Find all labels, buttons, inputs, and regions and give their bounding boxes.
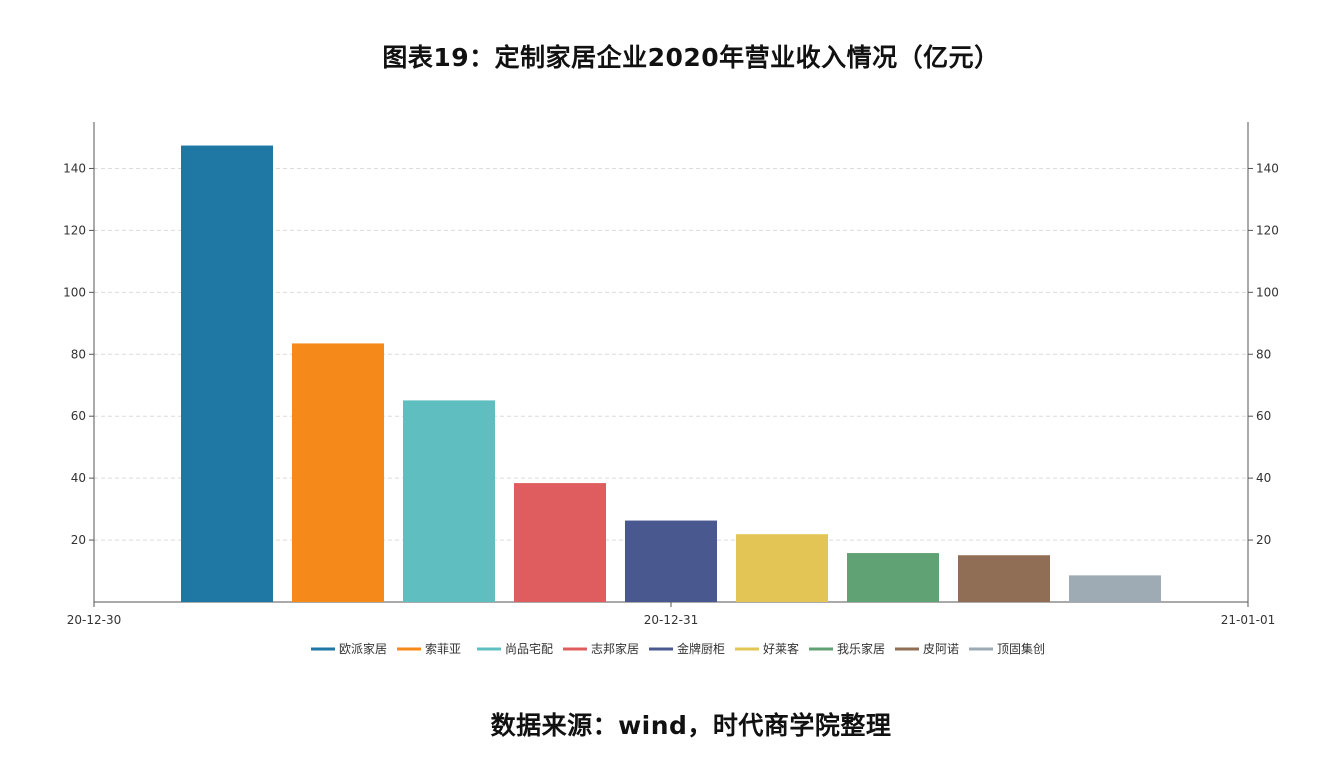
legend-label: 尚品宅配 [505, 641, 553, 656]
x-tick-label: 20-12-31 [644, 613, 698, 627]
y-tick-label-left: 100 [63, 285, 86, 299]
legend-label: 欧派家居 [339, 641, 387, 656]
bar-9 [1069, 575, 1161, 602]
bar-4 [514, 483, 606, 602]
y-tick-label-left: 120 [63, 223, 86, 237]
legend-label: 索菲亚 [425, 642, 461, 656]
y-tick-label-left: 60 [71, 409, 86, 423]
bar-7 [847, 553, 939, 602]
legend-label: 顶固集创 [997, 641, 1045, 656]
bar-8 [958, 555, 1050, 602]
y-tick-label-right: 80 [1256, 347, 1271, 361]
y-tick-label-right: 100 [1256, 285, 1279, 299]
bar-3 [403, 400, 495, 602]
y-tick-label-right: 20 [1256, 533, 1271, 547]
legend-label: 皮阿诺 [923, 642, 959, 656]
grid-lines [94, 167, 1248, 541]
y-tick-label-left: 80 [71, 347, 86, 361]
chart-title: 图表19：定制家居企业2020年营业收入情况（亿元） [382, 43, 1000, 72]
bar-5 [625, 520, 717, 602]
y-tick-label-right: 40 [1256, 471, 1271, 485]
axes: 20 20 40 40 60 60 80 80 100 100 120 120 140 140 20-12-… [63, 122, 1279, 627]
bar-1 [181, 145, 273, 603]
bar-2 [292, 343, 384, 602]
bars [181, 145, 1161, 603]
data-source-note: 数据来源：wind，时代商学院整理 [490, 711, 892, 740]
y-tick-label-left: 20 [71, 533, 86, 547]
legend-label: 金牌厨柜 [677, 641, 725, 656]
y-tick-label-right: 140 [1256, 161, 1279, 175]
x-tick-label: 20-12-30 [67, 613, 121, 627]
y-tick-label-right: 120 [1256, 223, 1279, 237]
y-tick-label-right: 60 [1256, 409, 1271, 423]
legend-label: 我乐家居 [837, 641, 885, 656]
y-tick-label-left: 140 [63, 161, 86, 175]
x-tick-label: 21-01-01 [1221, 613, 1275, 627]
legend: 欧派家居 索菲亚 尚品宅配 志邦家居 金牌厨柜 好莱客 我乐家居 皮阿诺 顶固集创 [311, 641, 1045, 656]
legend-label: 志邦家居 [591, 641, 639, 656]
y-tick-label-left: 40 [71, 471, 86, 485]
bar-6 [736, 534, 828, 602]
legend-label: 好莱客 [763, 641, 799, 656]
